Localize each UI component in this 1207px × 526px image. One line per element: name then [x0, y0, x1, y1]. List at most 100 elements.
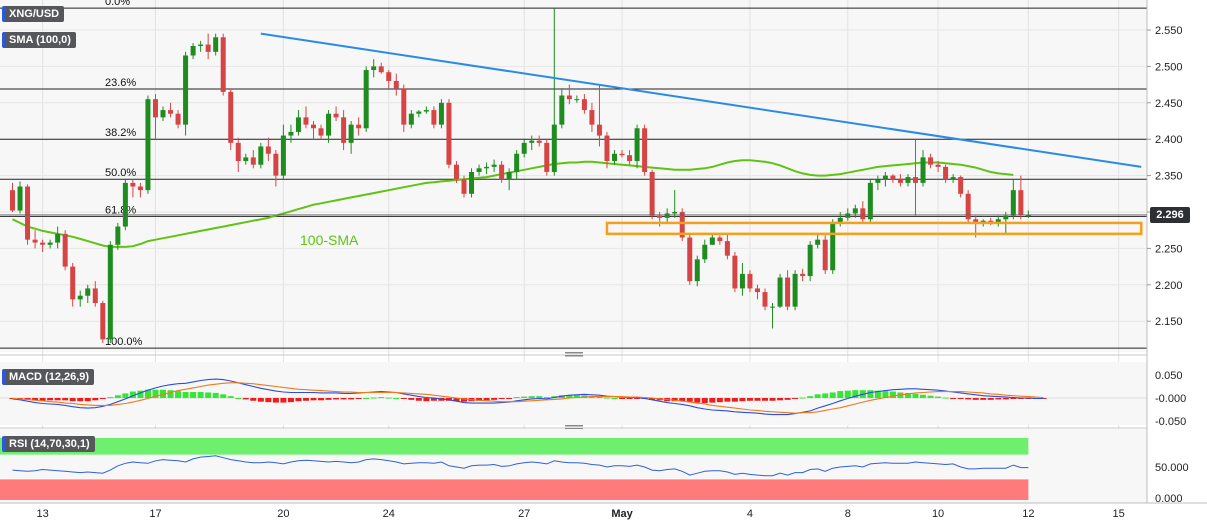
candle-body — [702, 245, 707, 260]
candle-body — [115, 227, 120, 245]
macd-axis-label: 0.050 — [1155, 370, 1183, 382]
macd-histogram-bar — [506, 398, 512, 399]
candle-body — [717, 237, 722, 241]
macd-histogram-bar — [408, 398, 414, 400]
rsi-separator-grip — [565, 425, 583, 427]
rsi-oversold-zone — [0, 479, 1028, 500]
macd-histogram-bar — [393, 398, 399, 399]
candle-body — [100, 303, 105, 339]
candle-body — [130, 183, 135, 187]
rsi-overbought-zone — [0, 438, 1028, 455]
macd-histogram-bar — [77, 398, 83, 401]
candle-body — [228, 92, 233, 143]
macd-histogram-bar — [62, 398, 68, 400]
candle-body — [409, 114, 414, 125]
date-axis-label: 20 — [277, 508, 289, 520]
macd-histogram-bar — [988, 398, 994, 400]
macd-histogram-bar — [371, 398, 377, 399]
candle-body — [356, 125, 361, 129]
candle-body — [138, 187, 143, 191]
macd-histogram-bar — [213, 393, 219, 398]
symbol-legend[interactable]: XNG/USD — [2, 6, 64, 22]
candle-body — [883, 176, 888, 180]
macd-histogram-bar — [521, 397, 527, 398]
candle-body — [1011, 190, 1016, 215]
macd-histogram-bar — [92, 398, 98, 400]
macd-histogram-bar — [115, 395, 121, 398]
sma-legend-text: SMA (100,0) — [9, 34, 71, 46]
candle-body — [514, 154, 519, 172]
candle-body — [168, 110, 173, 114]
rsi-legend-text: RSI (14,70,30,1) — [9, 438, 90, 450]
candle-body — [567, 96, 572, 100]
macd-histogram-bar — [1003, 398, 1009, 399]
macd-histogram-bar — [694, 398, 700, 403]
macd-histogram-bar — [943, 398, 949, 399]
macd-histogram-bar — [785, 398, 791, 400]
candle-body — [236, 143, 241, 161]
macd-histogram-bar — [258, 398, 264, 402]
candle-body — [319, 128, 324, 135]
date-axis-label: May — [611, 508, 633, 520]
rsi-panel[interactable] — [0, 429, 1147, 503]
candle-body — [725, 241, 730, 256]
candle-body — [620, 154, 625, 155]
macd-histogram-bar — [544, 397, 550, 398]
macd-histogram-bar — [770, 398, 776, 401]
macd-legend[interactable]: MACD (12,26,9) — [2, 369, 94, 385]
candle-body — [273, 154, 278, 176]
candle-body — [63, 234, 68, 267]
candle-body — [145, 99, 150, 190]
candle-body — [40, 243, 45, 245]
candle-body — [10, 190, 15, 210]
candle-body — [695, 259, 700, 281]
candle-body — [755, 288, 760, 292]
candle-body — [266, 146, 271, 153]
candle-body — [18, 187, 23, 211]
candle-body — [431, 110, 436, 125]
candle-body — [251, 157, 256, 164]
candle-body — [78, 296, 83, 300]
symbol-text: XNG/USD — [9, 8, 59, 20]
candle-body — [574, 99, 579, 100]
macd-histogram-bar — [837, 391, 843, 398]
rsi-axis-label: 0.000 — [1155, 493, 1183, 505]
candle-body — [808, 245, 813, 276]
macd-histogram-bar — [228, 396, 234, 398]
macd-histogram-bar — [747, 398, 753, 401]
candle-body — [778, 278, 783, 307]
candle-body — [921, 157, 926, 182]
date-axis-label: 27 — [518, 508, 530, 520]
candle-body — [334, 114, 339, 118]
macd-histogram-bar — [273, 398, 279, 403]
candle-body — [665, 213, 670, 217]
macd-histogram-bar — [807, 396, 813, 398]
macd-panel[interactable] — [0, 362, 1147, 425]
candle-body — [446, 103, 451, 165]
macd-histogram-bar — [205, 392, 211, 398]
candle-body — [928, 157, 933, 164]
price-axis-label: 2.150 — [1155, 316, 1183, 328]
date-axis-label: 15 — [1113, 508, 1125, 520]
price-axis-label: 2.250 — [1155, 243, 1183, 255]
macd-axis-label: -0.050 — [1155, 416, 1186, 428]
candle-body — [868, 183, 873, 219]
candle-body — [905, 177, 910, 183]
macd-separator-grip — [565, 352, 583, 354]
candle-body — [951, 177, 956, 179]
macd-histogram-bar — [935, 397, 941, 398]
rsi-axis-label: 50.000 — [1155, 462, 1189, 474]
macd-separator-grip — [565, 355, 583, 357]
candle-body — [349, 125, 354, 143]
sma-legend[interactable]: SMA (100,0) — [2, 32, 76, 48]
macd-histogram-bar — [341, 398, 347, 399]
candle-body — [710, 237, 715, 244]
macd-histogram-bar — [356, 398, 362, 399]
rsi-legend[interactable]: RSI (14,70,30,1) — [2, 436, 95, 452]
candle-body — [281, 136, 286, 176]
macd-histogram-bar — [830, 392, 836, 398]
candle-body — [379, 66, 384, 72]
fibonacci-label: 23.6% — [105, 77, 136, 89]
sma-annotation-label: 100-SMA — [300, 232, 359, 248]
